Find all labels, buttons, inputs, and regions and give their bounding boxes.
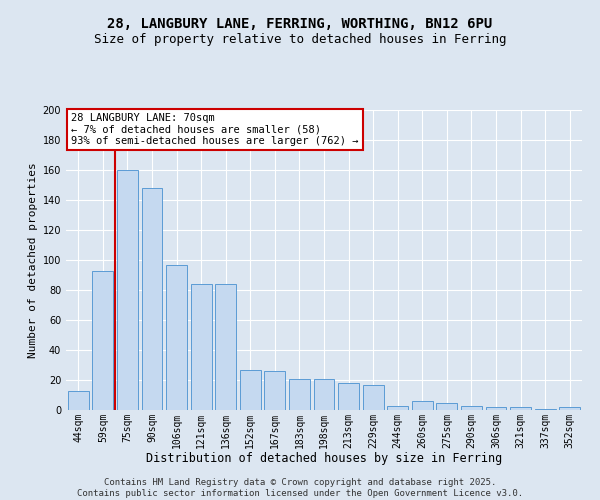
Bar: [314, 378, 334, 410]
Bar: [338, 383, 359, 410]
X-axis label: Distribution of detached houses by size in Ferring: Distribution of detached houses by size …: [146, 452, 502, 465]
Bar: [240, 370, 261, 410]
Bar: [289, 378, 310, 410]
Bar: [535, 408, 556, 410]
Bar: [68, 390, 89, 410]
Bar: [265, 371, 286, 410]
Y-axis label: Number of detached properties: Number of detached properties: [28, 162, 38, 358]
Bar: [559, 407, 580, 410]
Bar: [142, 188, 163, 410]
Bar: [387, 406, 408, 410]
Text: Contains HM Land Registry data © Crown copyright and database right 2025.
Contai: Contains HM Land Registry data © Crown c…: [77, 478, 523, 498]
Bar: [485, 407, 506, 410]
Bar: [461, 406, 482, 410]
Bar: [166, 264, 187, 410]
Bar: [215, 284, 236, 410]
Bar: [92, 270, 113, 410]
Text: 28, LANGBURY LANE, FERRING, WORTHING, BN12 6PU: 28, LANGBURY LANE, FERRING, WORTHING, BN…: [107, 18, 493, 32]
Bar: [510, 407, 531, 410]
Bar: [117, 170, 138, 410]
Text: Size of property relative to detached houses in Ferring: Size of property relative to detached ho…: [94, 32, 506, 46]
Bar: [191, 284, 212, 410]
Text: 28 LANGBURY LANE: 70sqm
← 7% of detached houses are smaller (58)
93% of semi-det: 28 LANGBURY LANE: 70sqm ← 7% of detached…: [71, 113, 359, 146]
Bar: [412, 401, 433, 410]
Bar: [436, 402, 457, 410]
Bar: [362, 384, 383, 410]
